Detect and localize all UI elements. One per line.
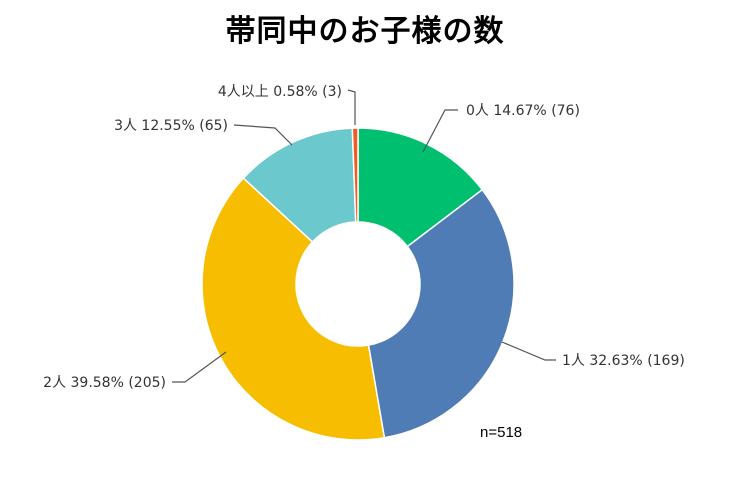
leader-line-0 [422,109,458,153]
slice-2 [201,177,386,441]
leader-line-2 [172,351,227,383]
slice-labels: 0人 14.67% (76) 1人 32.63% (169) 2人 39.58% (… [43,84,685,391]
slice-label-0: 0人 14.67% (76) [466,103,580,119]
slice-label-2: 2人 39.58% (205) [43,375,166,391]
slice-label-3: 3人 12.55% (65) [114,118,228,134]
sample-size-note: n=518 [480,424,523,441]
slice-0 [357,127,484,248]
slice-4 [351,127,359,223]
donut-slices [201,127,515,441]
leader-line-3 [233,124,293,146]
leader-line-4 [347,89,356,125]
leader-lines [172,89,556,383]
leader-line-1 [501,341,556,361]
slice-label-1: 1人 32.63% (169) [562,353,685,369]
chart-title: 帯同中のお子様の数 [225,14,505,49]
slice-1 [367,188,515,439]
slice-label-4: 4人以上 0.58% (3) [218,84,342,100]
